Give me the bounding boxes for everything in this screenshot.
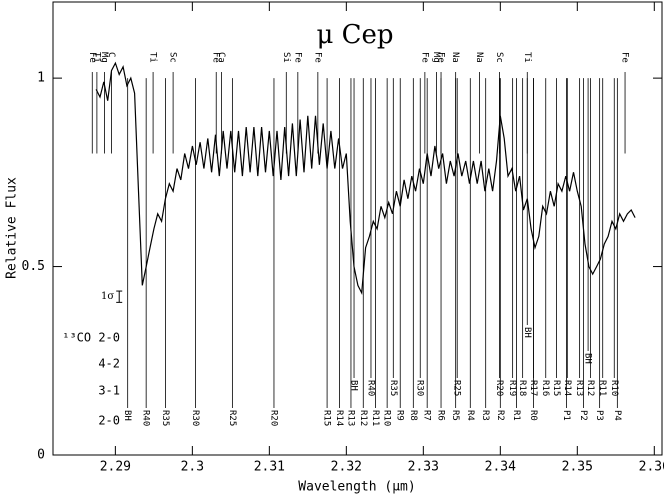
band-line-label: R15 — [551, 380, 561, 396]
line-id-label: Fe — [419, 52, 429, 63]
band-line-label: R18 — [517, 380, 527, 396]
band-line-label: R5 — [450, 410, 460, 421]
band-line-label: R7 — [422, 410, 432, 421]
band-line-label: R35 — [160, 410, 170, 426]
band-line-label: R20 — [494, 380, 504, 396]
x-tick-label: 2.36 — [639, 460, 664, 475]
band-line-label: R12 — [358, 410, 368, 426]
band-line-label: R40 — [365, 380, 375, 396]
band-label: 3-1 — [98, 384, 120, 398]
band-line-label: BH — [522, 327, 532, 338]
band-line-label: R30 — [415, 380, 425, 396]
chart-title: μ Cep — [316, 20, 393, 50]
line-id-label: Sc — [168, 52, 178, 63]
line-id-label: Fe — [436, 52, 446, 63]
y-tick-label: 0.5 — [22, 259, 45, 274]
band-line-label: R3 — [480, 410, 490, 421]
x-tick-label: 2.34 — [485, 460, 516, 475]
band-line-label: R11 — [370, 410, 380, 426]
band-line-label: BH — [349, 380, 359, 391]
y-tick-label: 1 — [37, 71, 45, 86]
band-label: 4-2 — [98, 357, 120, 371]
band-line-label: R14 — [562, 380, 572, 396]
x-tick-label: 2.32 — [331, 460, 362, 475]
x-tick-label: 2.29 — [100, 460, 131, 475]
band-line-label: P4 — [612, 410, 622, 421]
band-line-label: R19 — [507, 380, 517, 396]
band-line-label: R8 — [408, 410, 418, 421]
line-id-label: Fe — [312, 52, 322, 63]
band-line-label: R15 — [322, 410, 332, 426]
band-line-label: R16 — [540, 380, 550, 396]
y-tick-label: 0 — [37, 448, 45, 463]
x-tick-label: 2.3 — [181, 460, 204, 475]
x-axis-label: Wavelength (μm) — [298, 480, 415, 495]
x-tick-label: 2.33 — [408, 460, 439, 475]
spectrum — [95, 61, 636, 296]
band-line-label: R10 — [609, 380, 619, 396]
band-line-label: BH — [583, 353, 593, 364]
band-line-label: R2 — [495, 410, 505, 421]
band-line-label: R1 — [511, 410, 521, 421]
line-id-label: Na — [474, 52, 484, 63]
band-line-label: R11 — [597, 380, 607, 396]
band-line-label: R4 — [465, 410, 475, 421]
line-id-label: Na — [450, 52, 460, 63]
plot-frame — [52, 1, 663, 456]
line-id-label: Ti — [91, 52, 101, 63]
band-line-label: R6 — [436, 410, 446, 421]
band-line-label: R10 — [382, 410, 392, 426]
band-label: ¹³CO 2-0 — [62, 331, 120, 345]
band-line-label: R14 — [334, 410, 344, 426]
line-id-label: Ti — [148, 52, 158, 63]
line-id-label: Mg — [431, 52, 441, 63]
line-id-label: Mg — [99, 52, 109, 63]
line-id-label: C — [106, 52, 116, 57]
band-line-label: R12 — [585, 380, 595, 396]
band-line-label: P3 — [594, 410, 604, 421]
band-line-label: P1 — [561, 410, 571, 421]
line-id-label: Sc — [494, 52, 504, 63]
band-line-label: R25 — [227, 410, 237, 426]
band-line-label: R17 — [528, 380, 538, 396]
line-id-label: Fe — [620, 52, 630, 63]
band-line-label: P2 — [578, 410, 588, 421]
band-line-label: R35 — [388, 380, 398, 396]
line-id-label: Fe — [211, 52, 221, 63]
band-line-label: R40 — [141, 410, 151, 426]
band-line-label: R0 — [528, 410, 538, 421]
band-line-label: BH — [122, 410, 132, 421]
band-line-label: R13 — [345, 410, 355, 426]
x-tick-label: 2.35 — [562, 460, 593, 475]
y-axis-label: Relative Flux — [5, 177, 20, 279]
band-line-label: R13 — [574, 380, 584, 396]
x-tick-label: 2.31 — [254, 460, 285, 475]
line-id-label: Si — [281, 52, 291, 63]
band-line-label: R9 — [395, 410, 405, 421]
error-label: 1σ — [101, 291, 114, 302]
line-id-label: Fe — [292, 52, 302, 63]
band-label: 2-0 — [98, 414, 120, 428]
band-line-label: R25 — [452, 380, 462, 396]
line-id-label: Ti — [522, 52, 532, 63]
line-id-label: Fe — [87, 52, 97, 63]
band-line-label: R30 — [190, 410, 200, 426]
band-line-label: R20 — [268, 410, 278, 426]
line-id-label: Ca — [216, 52, 226, 63]
